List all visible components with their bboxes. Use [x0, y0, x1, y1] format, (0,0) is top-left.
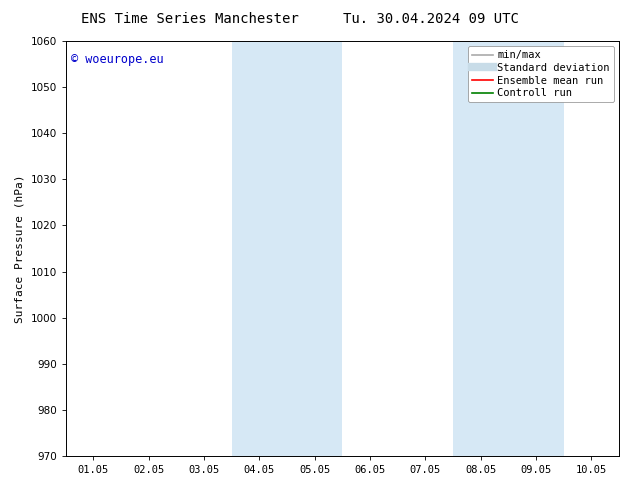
Legend: min/max, Standard deviation, Ensemble mean run, Controll run: min/max, Standard deviation, Ensemble me…	[468, 46, 614, 102]
Text: © woeurope.eu: © woeurope.eu	[72, 53, 164, 67]
Bar	[287, 41, 342, 456]
Y-axis label: Surface Pressure (hPa): Surface Pressure (hPa)	[15, 174, 25, 323]
Text: ENS Time Series Manchester: ENS Time Series Manchester	[81, 12, 299, 26]
Bar	[453, 41, 508, 456]
Bar	[232, 41, 287, 456]
Text: Tu. 30.04.2024 09 UTC: Tu. 30.04.2024 09 UTC	[343, 12, 519, 26]
Bar	[508, 41, 564, 456]
